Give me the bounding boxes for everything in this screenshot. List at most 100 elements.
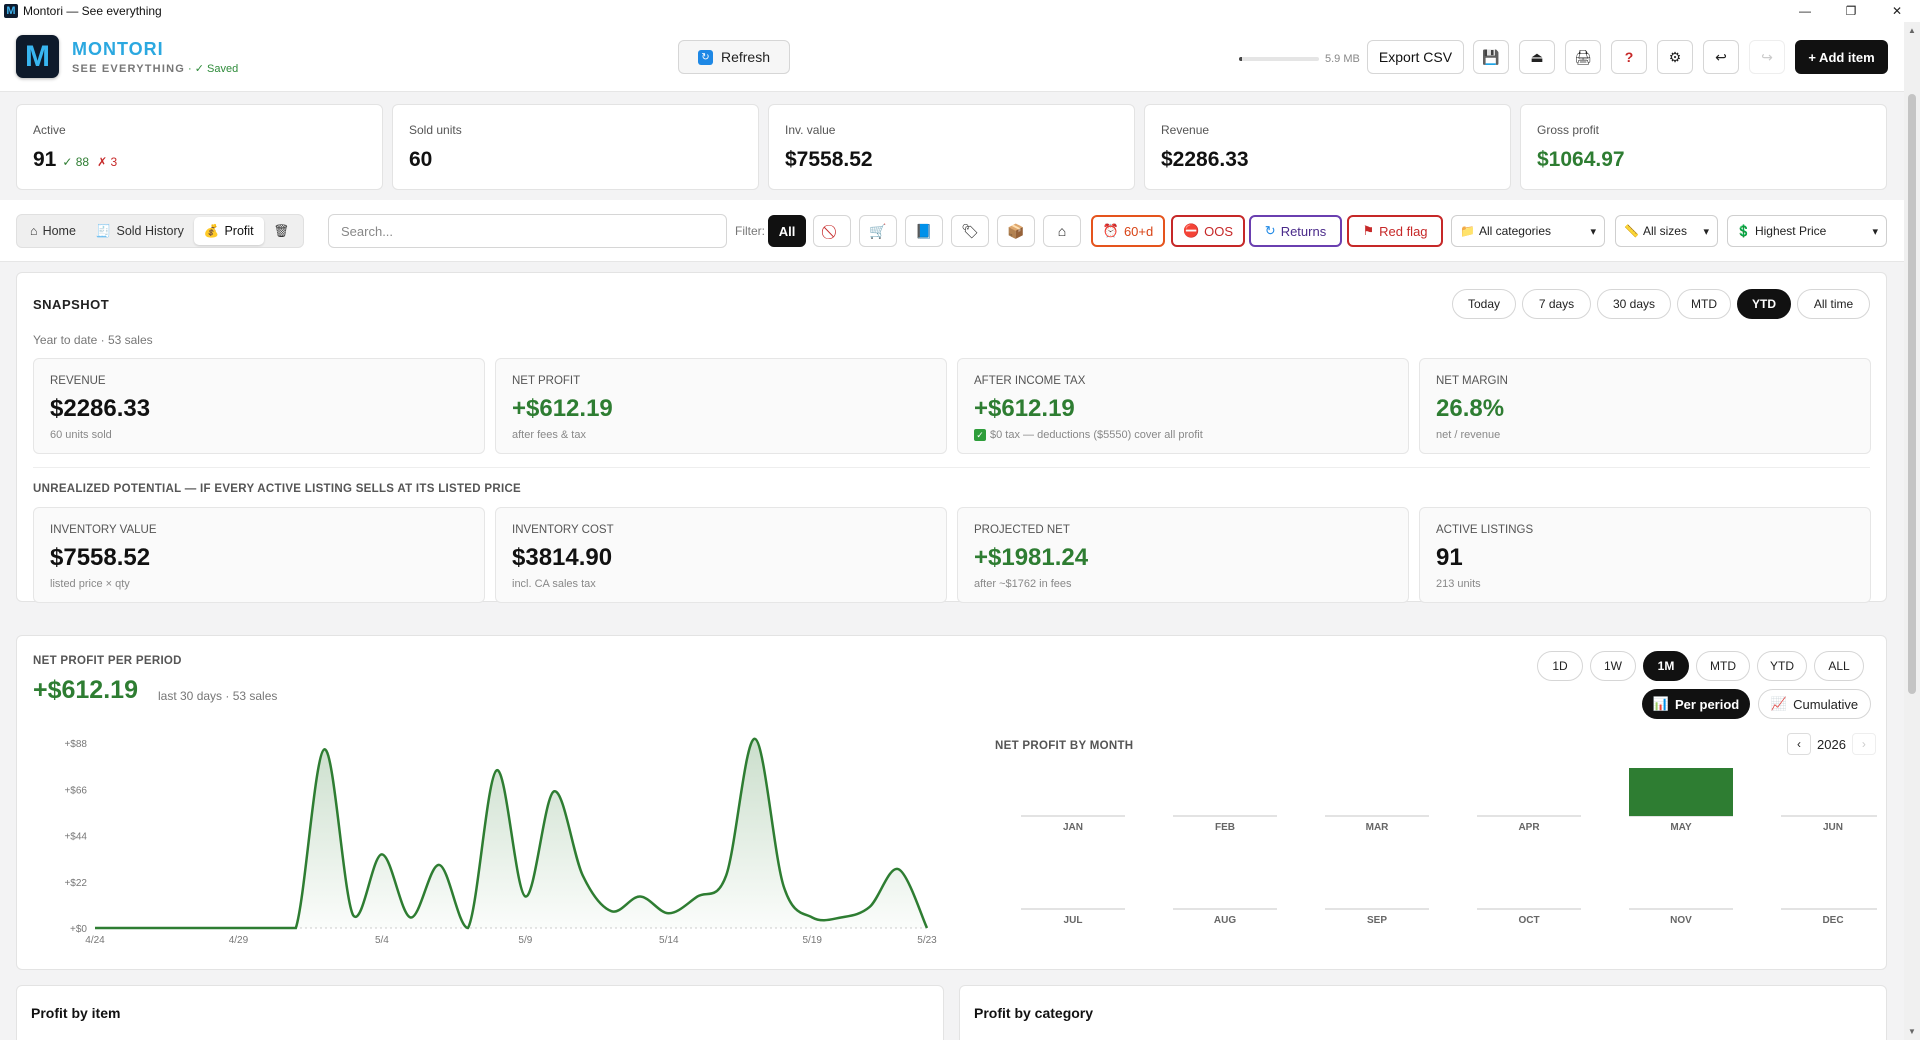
undo-button[interactable]: ↩ [1703,40,1739,74]
y-tick-label: +$88 [64,739,87,750]
range-7-days[interactable]: 7 days [1522,289,1591,319]
data-point[interactable] [236,926,240,930]
tab-sold-history[interactable]: 🧾 Sold History [86,217,194,245]
settings-icon: ⚙ [1668,48,1682,65]
chart-range-ytd[interactable]: YTD [1757,651,1807,681]
chip-oos[interactable]: ⛔ OOS [1171,215,1245,247]
tab-home[interactable]: ⌂ Home [20,217,86,245]
data-point[interactable] [868,905,872,909]
filter-cart-button[interactable]: 🛒 [859,215,897,247]
sort-select[interactable]: 💲 Highest Price ▾ [1727,215,1887,247]
data-point[interactable] [495,768,499,772]
data-point[interactable] [839,915,843,919]
chart-range-1m[interactable]: 1M [1643,651,1689,681]
tab-profit[interactable]: 💰 Profit [193,217,264,245]
x-tick-label: 5/23 [917,935,937,946]
per-period-toggle[interactable]: 📊 Per period [1642,689,1750,719]
chip-returns[interactable]: ↻ Returns [1249,215,1342,247]
data-point[interactable] [179,926,183,930]
data-point[interactable] [437,863,441,867]
data-point[interactable] [695,894,699,898]
size-select[interactable]: 📏 All sizes ▾ [1615,215,1718,247]
data-point[interactable] [93,926,97,930]
data-point[interactable] [552,789,556,793]
data-point[interactable] [609,909,613,913]
prev-year-button[interactable]: ‹ [1787,733,1811,755]
app-icon: M [4,4,18,18]
refresh-button[interactable]: ↻ Refresh [678,40,790,74]
range-all-time[interactable]: All time [1797,289,1870,319]
monthly-chart-title: NET PROFIT BY MONTH [995,740,1134,752]
refresh-label: Refresh [720,49,771,65]
data-point[interactable] [581,873,585,877]
search-input[interactable] [328,214,727,248]
data-point[interactable] [208,926,212,930]
minimize-button[interactable]: — [1799,4,1811,18]
category-select[interactable]: 📁 All categories ▾ [1451,215,1605,247]
data-point[interactable] [810,915,814,919]
cumulative-toggle[interactable]: 📈 Cumulative [1758,689,1871,719]
save-button[interactable]: 💾 [1473,40,1509,74]
data-point[interactable] [896,867,900,871]
data-point[interactable] [782,884,786,888]
metric-note: 213 units [1436,578,1481,590]
vertical-scrollbar[interactable]: ▲ ▼ [1904,22,1920,1040]
data-point[interactable] [724,873,728,877]
next-year-button[interactable]: › [1851,733,1876,755]
data-point[interactable] [122,926,126,930]
data-point[interactable] [667,911,671,915]
tab-label: Profit [224,224,254,238]
filter-tag-button[interactable]: 🏷 [951,215,989,247]
line-chart-icon: 📈 [1770,696,1788,711]
filter-unlisted-button[interactable]: ⃠ [813,215,851,247]
chip-aged-60d[interactable]: ⏰ 60+d [1091,215,1165,247]
filter-book-button[interactable]: 📘 [905,215,943,247]
data-point[interactable] [753,737,757,741]
upload-button[interactable]: ⏏ [1519,40,1555,74]
redo-button[interactable]: ↪ [1749,40,1785,74]
data-point[interactable] [523,894,527,898]
add-item-button[interactable]: + Add item [1795,40,1888,74]
maximize-button[interactable]: ❐ [1845,4,1857,18]
scrollbar-thumb[interactable] [1908,94,1916,694]
data-point[interactable] [466,926,470,930]
print-button[interactable]: 🖨 [1565,40,1601,74]
close-button[interactable]: ✕ [1891,4,1903,18]
data-point[interactable] [351,913,355,917]
profit-chart-title: NET PROFIT PER PERIOD [33,655,182,667]
filter-house-button[interactable]: ⌂ [1043,215,1081,247]
chart-range-1d[interactable]: 1D [1537,651,1583,681]
stat-label: Inv. value [785,123,836,137]
data-point[interactable] [150,926,154,930]
help-icon: ? [1624,49,1634,65]
year-label: 2026 [1817,736,1846,752]
tab-trash[interactable]: 🗑 [264,217,300,245]
box-icon: 📦 [1007,222,1025,239]
range-today[interactable]: Today [1452,289,1516,319]
help-button[interactable]: ? [1611,40,1647,74]
x-tick-label: 5/9 [518,935,532,946]
data-point[interactable] [294,926,298,930]
scroll-up-icon[interactable]: ▲ [1908,26,1916,35]
range-30-days[interactable]: 30 days [1597,289,1671,319]
data-point[interactable] [323,747,327,751]
chart-range-all[interactable]: ALL [1814,651,1864,681]
metric-inventory-value: Inventory value $7558.52 listed price × … [33,507,485,603]
data-point[interactable] [380,852,384,856]
range-ytd[interactable]: YTD [1737,289,1791,319]
data-point[interactable] [265,926,269,930]
chart-range-1w[interactable]: 1W [1590,651,1636,681]
chart-range-mtd[interactable]: MTD [1696,651,1750,681]
range-mtd[interactable]: MTD [1677,289,1731,319]
chip-red-flag[interactable]: ⚑ Red flag [1347,215,1443,247]
data-point[interactable] [925,926,929,930]
filter-all-button[interactable]: All [768,215,806,247]
scroll-down-icon[interactable]: ▼ [1908,1027,1916,1036]
data-point[interactable] [638,894,642,898]
month-bar[interactable] [1629,768,1733,816]
data-point[interactable] [409,915,413,919]
filter-box-button[interactable]: 📦 [997,215,1035,247]
export-csv-button[interactable]: Export CSV [1367,40,1464,74]
settings-button[interactable]: ⚙ [1657,40,1693,74]
stat-label: Revenue [1161,123,1210,137]
